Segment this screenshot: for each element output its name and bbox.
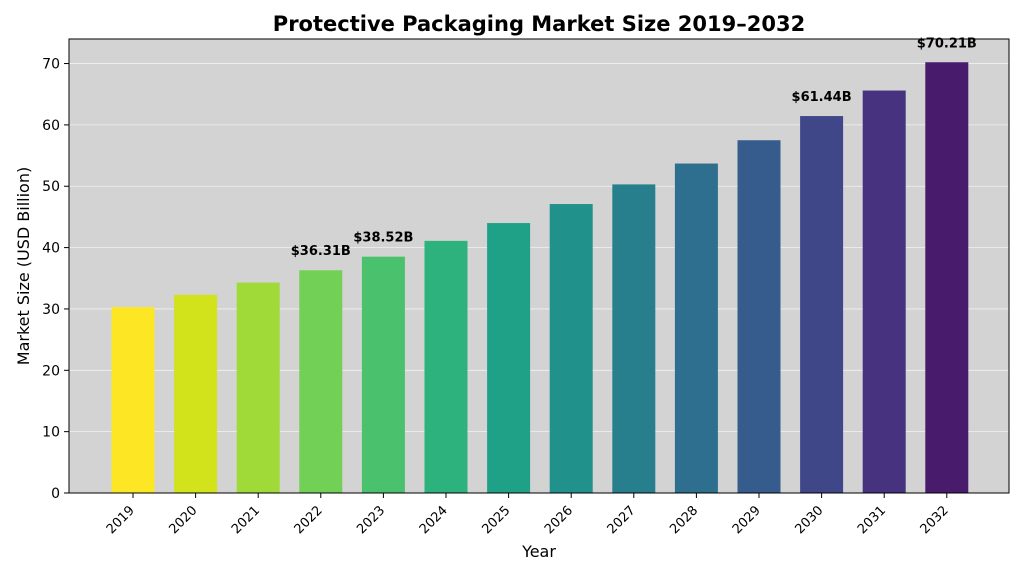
bar-2031 xyxy=(862,90,906,494)
x-tick-label: 2026 xyxy=(542,503,576,537)
data-labels: $36.31B$38.52B $61.44B $70.21B xyxy=(291,36,977,259)
x-axis-label: Year xyxy=(521,542,556,561)
bar-2025 xyxy=(487,223,531,493)
y-tick-label: 60 xyxy=(42,118,60,134)
bar-2032 xyxy=(925,62,969,493)
x-axis-ticks: 2019 2020 2021 2022 2023 2024 2025 2026 2027 2028… xyxy=(104,493,952,537)
y-tick-label: 10 xyxy=(42,425,60,441)
bar-2019 xyxy=(111,307,155,493)
y-tick-label: 20 xyxy=(42,363,60,379)
bar-2023 xyxy=(361,256,405,493)
y-axis-ticks: 0 10 20 30 40 50 60 70 xyxy=(42,57,69,502)
x-tick-label: 2027 xyxy=(605,503,639,537)
x-tick-label: 2022 xyxy=(292,503,326,537)
bar-2027 xyxy=(612,184,656,493)
bar-2029 xyxy=(737,140,781,493)
y-tick-label: 70 xyxy=(42,57,60,73)
bar-2028 xyxy=(674,163,718,493)
x-tick-label: 2019 xyxy=(104,503,138,537)
bar-2022 xyxy=(299,270,343,493)
chart-title: Protective Packaging Market Size 2019–20… xyxy=(273,12,805,36)
y-tick-label: 30 xyxy=(42,302,60,318)
bar-2026 xyxy=(549,204,593,493)
x-tick-label: 2025 xyxy=(479,503,513,537)
data-label-2022: $36.31B xyxy=(291,244,351,259)
bar-2030 xyxy=(800,116,844,493)
x-tick-label: 2028 xyxy=(667,503,701,537)
grid-lines xyxy=(69,63,1009,433)
data-label-2030: $61.44B xyxy=(792,90,852,105)
x-tick-label: 2032 xyxy=(918,503,952,537)
y-tick-label: 0 xyxy=(51,486,60,502)
bar-2024 xyxy=(424,240,468,493)
plot-area xyxy=(69,39,1009,493)
data-label-2032: $70.21B xyxy=(917,36,977,51)
x-tick-label: 2029 xyxy=(730,503,764,537)
y-tick-label: 40 xyxy=(42,241,60,257)
x-tick-label: 2030 xyxy=(792,503,826,537)
x-tick-label: 2023 xyxy=(354,503,388,537)
y-tick-label: 50 xyxy=(42,179,60,195)
bars xyxy=(111,62,969,494)
bar-2020 xyxy=(174,294,218,493)
data-label-2023: $38.52B xyxy=(353,231,413,246)
plot-frame xyxy=(68,38,1010,494)
x-tick-label: 2021 xyxy=(229,503,263,537)
x-tick-label: 2020 xyxy=(166,503,200,537)
x-tick-label: 2024 xyxy=(417,503,451,537)
x-tick-label: 2031 xyxy=(855,503,889,537)
y-axis-label: Market Size (USD Billion) xyxy=(14,167,33,365)
bar-2021 xyxy=(236,282,280,493)
